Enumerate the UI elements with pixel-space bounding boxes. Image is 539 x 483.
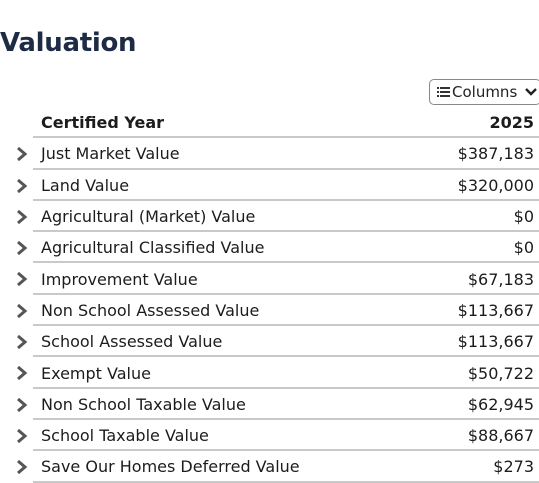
row-value: $0 <box>513 238 534 258</box>
row-value: $62,945 <box>467 394 534 414</box>
row-value: $50,722 <box>467 363 534 383</box>
section-title: Valuation <box>0 28 137 58</box>
expand-arrow[interactable] <box>15 303 29 318</box>
table-row[interactable]: Exempt Value $50,722 <box>0 357 539 389</box>
table-row[interactable]: Agricultural (Market) Value $0 <box>0 201 539 233</box>
expand-arrow[interactable] <box>15 335 29 350</box>
row-label: School Taxable Value <box>41 426 209 446</box>
valuation-table: Certified Year 2025 Just Market Value $38… <box>0 107 539 483</box>
row-value: $320,000 <box>457 175 534 195</box>
expand-arrow[interactable] <box>15 178 29 193</box>
row-label: Agricultural Classified Value <box>41 238 265 258</box>
row-value: $88,667 <box>467 426 534 446</box>
expand-arrow[interactable] <box>15 209 29 224</box>
row-value: $113,667 <box>457 332 534 352</box>
row-value: $67,183 <box>467 269 534 289</box>
table-row[interactable]: School Taxable Value $88,667 <box>0 420 539 452</box>
button-label: Columns <box>452 83 518 101</box>
expand-arrow[interactable] <box>15 397 29 412</box>
table-row[interactable]: Just Market Value $387,183 <box>0 138 539 170</box>
row-label: Non School Assessed Value <box>41 300 260 320</box>
row-label: Agricultural (Market) Value <box>41 207 256 227</box>
row-label: Land Value <box>41 175 130 195</box>
expand-arrow[interactable] <box>15 460 29 475</box>
dropdown-chevron <box>525 88 538 96</box>
table-row[interactable]: School Assessed Value $113,667 <box>0 326 539 358</box>
expand-arrow[interactable] <box>15 241 29 256</box>
table-row[interactable]: Improvement Value $67,183 <box>0 263 539 296</box>
row-label: Improvement Value <box>41 269 198 289</box>
columns-button[interactable]: Columns <box>429 79 539 105</box>
row-value: $387,183 <box>457 144 534 164</box>
row-label: Non School Taxable Value <box>41 394 246 414</box>
list-icon <box>437 87 450 97</box>
header-cell: Certified Year <box>41 113 165 133</box>
row-value: $113,667 <box>457 300 534 320</box>
expand-arrow[interactable] <box>15 366 29 381</box>
header-row: Certified Year 2025 <box>0 107 539 139</box>
table-row[interactable]: Non School Taxable Value $62,945 <box>0 389 539 421</box>
table-row[interactable]: Land Value $320,000 <box>0 170 539 202</box>
table-row[interactable]: Non School Assessed Value $113,667 <box>0 295 539 327</box>
row-label: School Assessed Value <box>41 332 223 352</box>
row-label: Just Market Value <box>41 144 180 164</box>
expand-arrow[interactable] <box>15 147 29 162</box>
header-cell: 2025 <box>489 113 534 133</box>
table-row[interactable]: Save Our Homes Deferred Value $273 <box>0 451 539 483</box>
expand-arrow[interactable] <box>15 428 29 443</box>
table-row[interactable]: Agricultural Classified Value $0 <box>0 232 539 264</box>
row-value: $0 <box>513 207 534 227</box>
expand-arrow[interactable] <box>15 272 29 287</box>
row-label: Exempt Value <box>41 363 151 383</box>
row-label: Save Our Homes Deferred Value <box>41 457 300 477</box>
row-value: $273 <box>493 457 534 477</box>
